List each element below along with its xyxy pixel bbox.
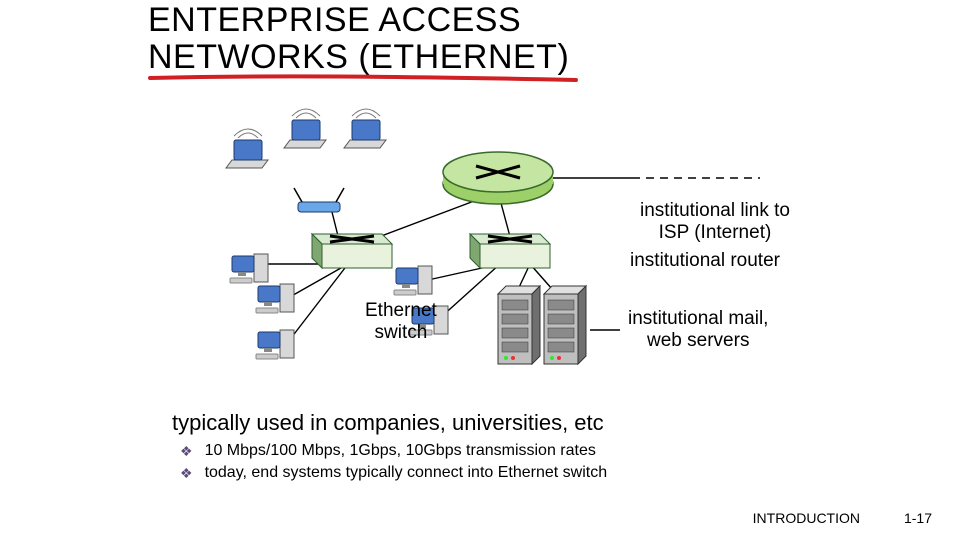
label-isp: institutional link toISP (Internet): [640, 200, 790, 244]
footer-page: 1-17: [904, 510, 932, 526]
body-text: typically used in companies, universitie…: [172, 410, 604, 436]
bullet-marker: ❖: [180, 443, 193, 460]
label-switch: Ethernetswitch: [365, 300, 437, 344]
label-router: institutional router: [630, 250, 780, 272]
footer-section: INTRODUCTION: [753, 510, 860, 526]
bullet-text: 10 Mbps/100 Mbps, 1Gbps, 10Gbps transmis…: [205, 442, 596, 460]
label-servers: institutional mail,web servers: [628, 308, 768, 352]
bullet-list: ❖ 10 Mbps/100 Mbps, 1Gbps, 10Gbps transmi…: [180, 442, 607, 486]
bullet-item: ❖ today, end systems typically connect in…: [180, 464, 607, 482]
bullet-marker: ❖: [180, 465, 193, 482]
bullet-text: today, end systems typically connect int…: [205, 464, 608, 482]
bullet-item: ❖ 10 Mbps/100 Mbps, 1Gbps, 10Gbps transmi…: [180, 442, 607, 460]
